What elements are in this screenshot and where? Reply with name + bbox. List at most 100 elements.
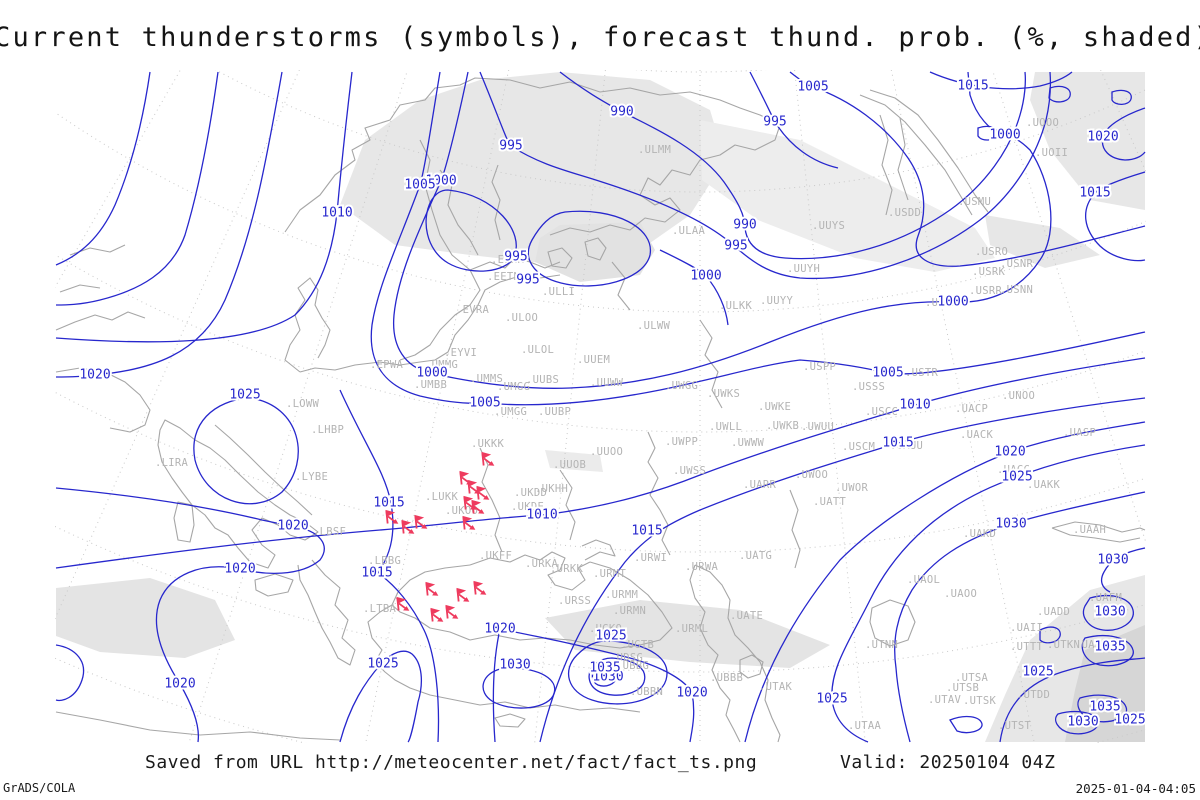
coastline bbox=[297, 559, 356, 666]
station-label: .UAOO bbox=[944, 588, 977, 600]
isobar-label: 990 bbox=[610, 105, 633, 120]
isobar-label: 1030 bbox=[499, 658, 530, 673]
coastline bbox=[739, 654, 764, 679]
shaded-region bbox=[985, 215, 1100, 268]
coastline bbox=[789, 489, 801, 569]
coastline bbox=[391, 561, 673, 649]
isobar-label: 1005 bbox=[404, 178, 435, 193]
isobar-contour-line bbox=[492, 628, 695, 743]
station-label: .EPWA bbox=[370, 359, 403, 371]
thunderstorm-icon bbox=[456, 587, 470, 602]
isobar-label: 1000 bbox=[690, 269, 721, 284]
station-label: .UTDD bbox=[1017, 689, 1050, 701]
station-label: .UWPP bbox=[665, 436, 698, 448]
isobar-contour-line bbox=[1100, 547, 1146, 593]
isobar-label: 1020 bbox=[224, 562, 255, 577]
station-label: .UMMG bbox=[425, 359, 458, 371]
station-label: .USRR bbox=[969, 285, 1002, 297]
isobar-contour-line bbox=[789, 71, 1146, 267]
isobar-contour-line bbox=[1111, 89, 1132, 106]
isobar-label: 1030 bbox=[1067, 715, 1098, 730]
isobar-contour-line bbox=[55, 71, 219, 306]
station-label: .UTAV bbox=[928, 694, 961, 706]
isobar-contour-line bbox=[559, 71, 1026, 260]
isobar-contour-line bbox=[55, 71, 283, 378]
station-label: .UWKS bbox=[707, 388, 740, 400]
station-label: .USPP bbox=[803, 361, 836, 373]
station-label: .UATT bbox=[813, 496, 846, 508]
station-label: .UOII bbox=[1035, 147, 1068, 159]
station-label: .UUYS bbox=[812, 220, 845, 232]
shaded-region bbox=[340, 72, 725, 265]
isobar-contour-line bbox=[479, 71, 1052, 280]
station-label: .URSS bbox=[558, 595, 591, 607]
station-label: .URMT bbox=[593, 568, 626, 580]
station-label: .UWSS bbox=[673, 465, 706, 477]
station-label: .URKK bbox=[550, 563, 583, 575]
station-label: .UKDD bbox=[514, 487, 547, 499]
coastline bbox=[479, 447, 503, 553]
station-label: .UTSB bbox=[946, 682, 979, 694]
isobar-contour-line bbox=[588, 657, 646, 696]
station-label: .UADD bbox=[1037, 606, 1070, 618]
isobar-label: 995 bbox=[763, 115, 786, 130]
station-label: .UAKD bbox=[963, 528, 996, 540]
grads-cola-credit: GrADS/COLA bbox=[3, 781, 76, 795]
isobar-label: 1005 bbox=[872, 366, 903, 381]
shaded-region bbox=[1030, 72, 1145, 210]
station-label: .UBBN bbox=[630, 686, 663, 698]
station-label: .UAOL bbox=[907, 574, 940, 586]
station-label: .UACK bbox=[960, 429, 993, 441]
isobar-label: 1015 bbox=[882, 436, 913, 451]
isobar-contour-line bbox=[482, 666, 556, 709]
station-label: .UTKN bbox=[1047, 639, 1080, 651]
thunderstorm-icon bbox=[401, 519, 415, 534]
station-label: .UTAA bbox=[848, 720, 881, 732]
graticule-parallel bbox=[215, 70, 1146, 193]
isobar-contour-line bbox=[568, 640, 668, 705]
station-label: .UTAK bbox=[759, 681, 792, 693]
station-label: .EFHK bbox=[491, 254, 524, 266]
station-label: .URKA bbox=[525, 558, 558, 570]
station-label: .USSS bbox=[852, 381, 885, 393]
station-label: .URMM bbox=[605, 589, 638, 601]
coastline bbox=[439, 164, 501, 256]
station-label: .UUEM bbox=[577, 354, 610, 366]
station-label: .LOWW bbox=[286, 398, 319, 410]
isobar-contour-line bbox=[977, 125, 998, 141]
isobar-label: 995 bbox=[516, 273, 539, 288]
valid-time-text: Valid: 20250104 04Z bbox=[840, 752, 1056, 773]
station-label: .UATG bbox=[739, 550, 772, 562]
station-label: .UWOO bbox=[795, 469, 828, 481]
station-label: .UWKE bbox=[758, 401, 791, 413]
thunderstorm-icon bbox=[481, 451, 495, 466]
coastline bbox=[284, 77, 781, 236]
saved-from-url-text: Saved from URL http://meteocenter.net/fa… bbox=[145, 752, 758, 773]
graticule-meridian bbox=[991, 70, 1146, 545]
isobar-label: 1025 bbox=[1114, 713, 1145, 728]
station-label: .USMU bbox=[958, 196, 991, 208]
isobar-label: 995 bbox=[499, 139, 522, 154]
isobar-label: 1025 bbox=[816, 692, 847, 707]
isobar-contour-line bbox=[425, 189, 517, 272]
station-label: .ULOO bbox=[505, 312, 538, 324]
isobar-label: 1000 bbox=[989, 128, 1020, 143]
thunderstorm-icon bbox=[430, 607, 444, 622]
station-label: .UMGG bbox=[497, 381, 530, 393]
shaded-region bbox=[535, 222, 655, 282]
isobar-label: 1020 bbox=[277, 519, 308, 534]
station-label: .LBBG bbox=[368, 555, 401, 567]
station-label: .UKHH bbox=[535, 483, 568, 495]
isobar-label: 1025 bbox=[595, 629, 626, 644]
isobar-label: 1035 bbox=[1094, 640, 1125, 655]
station-label: .UATE bbox=[730, 610, 763, 622]
isobar-label: 1015 bbox=[373, 496, 404, 511]
isobar-contour-line bbox=[949, 715, 983, 734]
station-label: .UAKK bbox=[1027, 479, 1060, 491]
map-title: Current thunderstorms (symbols), forecas… bbox=[0, 22, 1200, 53]
isobar-contour-line bbox=[370, 71, 1146, 406]
station-label: .UUBS bbox=[526, 374, 559, 386]
thunderstorm-icon bbox=[385, 509, 399, 524]
isobar-contour-line bbox=[929, 71, 1073, 90]
